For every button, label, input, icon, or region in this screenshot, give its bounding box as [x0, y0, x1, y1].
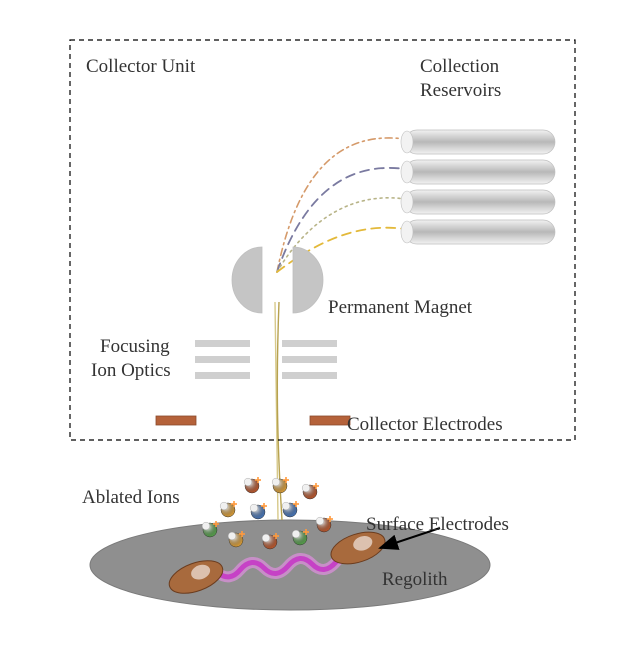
label-collector_unit: Collector Unit [86, 56, 196, 77]
ion-9 [272, 477, 289, 493]
optic-right-2 [282, 372, 337, 379]
label-surface_electrodes: Surface Electrodes [366, 514, 509, 535]
label-permanent_magnet: Permanent Magnet [328, 297, 473, 318]
label-ion_optics: Ion Optics [91, 360, 171, 381]
reservoir-2 [401, 190, 555, 214]
label-collection_reservoirs_2: Reservoirs [420, 80, 501, 101]
label-collection_reservoirs_1: Collection [420, 56, 500, 77]
reservoir-1 [401, 160, 555, 184]
reservoir-0 [401, 130, 555, 154]
ion-5 [220, 501, 237, 517]
label-collector_electrodes: Collector Electrodes [347, 414, 503, 435]
optic-right-1 [282, 356, 337, 363]
collector-electrode-left [156, 416, 196, 425]
optic-left-1 [195, 356, 250, 363]
label-ablated_ions: Ablated Ions [82, 487, 180, 508]
ion-7 [282, 501, 299, 517]
label-focusing: Focusing [100, 336, 170, 357]
optic-left-2 [195, 372, 250, 379]
diagram-stage: Collector Unit Collection Reservoirs Perman… [0, 0, 630, 647]
reservoir-3 [401, 220, 555, 244]
ion-8 [244, 477, 261, 493]
magnet-right [293, 247, 323, 313]
ion-6 [250, 503, 267, 519]
ion-10 [302, 483, 319, 499]
collector-electrode-right [310, 416, 350, 425]
optic-left-0 [195, 340, 250, 347]
magnet-left [232, 247, 262, 313]
optic-right-0 [282, 340, 337, 347]
label-regolith: Regolith [382, 569, 448, 590]
diagram-svg: Collector Unit Collection Reservoirs Perman… [0, 0, 630, 647]
